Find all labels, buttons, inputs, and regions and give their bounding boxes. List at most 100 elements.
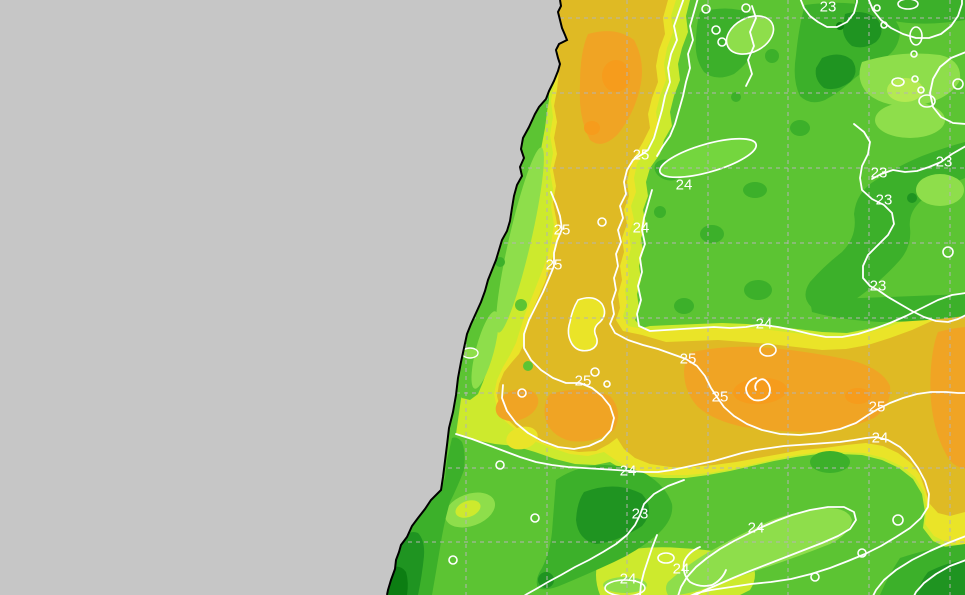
isoline-23 <box>913 559 965 595</box>
contour-circle <box>495 460 505 470</box>
isoline-24 <box>682 546 727 587</box>
region-strip-light <box>496 147 544 333</box>
region-yellow-inlet <box>567 296 606 352</box>
contour-circle <box>530 513 540 523</box>
isoline-24-loop <box>657 552 675 564</box>
contour-circle <box>590 367 600 377</box>
region-light-ne <box>916 174 964 206</box>
region-green-mid-blob <box>743 182 767 198</box>
contour-circle <box>952 78 964 90</box>
contour-label: 23 <box>936 154 953 171</box>
contour-label: 25 <box>546 257 563 274</box>
isoline-24 <box>656 0 699 157</box>
contour-labels: 25 24 24 25 25 25 24 23 24 24 24 24 25 25 25 24 23 23 23 23… <box>546 0 953 588</box>
region-green-mid-blob <box>731 92 741 102</box>
contour-label: 23 <box>871 165 888 182</box>
contour-label: 24 <box>620 463 637 480</box>
isoline-23 <box>799 0 858 28</box>
contour-circle <box>917 86 925 94</box>
contour-circle <box>897 0 919 10</box>
region-orange-core <box>845 388 871 404</box>
contour-label: 23 <box>820 0 837 16</box>
isoline-24 <box>455 433 930 595</box>
isoline-25 <box>609 0 965 436</box>
isoline-23 <box>523 479 685 595</box>
isoline-23 <box>929 51 965 125</box>
region-green-mid-blob <box>790 120 810 136</box>
contour-circle <box>909 26 923 46</box>
contour-circle <box>597 217 607 227</box>
isoline-24-loop <box>604 579 646 595</box>
region-green-mid-blob <box>744 280 772 300</box>
contour-circle <box>911 75 919 83</box>
region-green-mid-blob <box>674 298 694 314</box>
contour-label: 25 <box>575 373 592 390</box>
contour-circle <box>448 555 458 565</box>
contour-label: 25 <box>633 147 650 164</box>
region-strip-light <box>471 311 499 389</box>
region-coastal-green-strip <box>457 92 549 400</box>
contour-label: 23 <box>870 278 887 295</box>
contour-label: 25 <box>554 222 571 239</box>
contour-label: 24 <box>756 316 773 333</box>
region-green-mid-blob <box>765 49 779 63</box>
isoline-24 <box>639 534 658 595</box>
contour-label: 25 <box>712 389 729 406</box>
contour-label: 25 <box>869 399 886 416</box>
region-green-mid-blob <box>810 451 850 473</box>
region-ne-darker <box>815 54 856 90</box>
contour-label: 24 <box>673 561 690 578</box>
contour-circle <box>892 514 904 526</box>
contour-label: 24 <box>676 177 693 194</box>
region-ne-darker <box>842 12 882 48</box>
region-green-spot <box>495 257 505 267</box>
region-orange-central-w <box>495 389 539 421</box>
region-corner-darker <box>916 560 965 595</box>
region-green-mid-blob <box>700 225 724 243</box>
region-orange-core <box>602 60 630 92</box>
contour-circle <box>517 388 527 398</box>
contour-lines <box>455 0 965 595</box>
isoline-squiggle <box>745 377 771 402</box>
region-band-above-orange <box>810 294 965 322</box>
contour-label: 25 <box>680 351 697 368</box>
contour-circle <box>603 380 611 388</box>
region-bright-yellow-spot <box>506 426 538 450</box>
contour-circle <box>759 343 777 357</box>
contour-circle <box>918 94 936 108</box>
region-green-spot <box>523 361 533 371</box>
region-dark-spot <box>907 193 917 203</box>
contour-circle <box>810 572 820 582</box>
region-orange-core <box>584 121 600 135</box>
region-orange-band <box>684 346 891 432</box>
contour-circle <box>873 4 881 12</box>
isoline-23 <box>853 123 965 323</box>
isoline-23 <box>872 535 965 595</box>
region-green-mid-blob <box>654 206 666 218</box>
contour-circle <box>942 246 954 258</box>
contour-circle <box>717 37 727 47</box>
region-green-spot <box>515 299 527 311</box>
contour-label: 24 <box>633 220 650 237</box>
region-dark-spot <box>538 572 554 588</box>
isoline-24 <box>636 189 965 338</box>
isoline-25 <box>501 191 615 450</box>
contour-label: 23 <box>876 192 893 209</box>
isoline-23 <box>745 5 757 87</box>
contour-circle <box>891 77 905 87</box>
contour-label: 24 <box>620 571 637 588</box>
contour-circle <box>741 3 751 13</box>
region-orange-central <box>544 389 619 442</box>
region-light-ne <box>875 102 945 138</box>
contour-label: 24 <box>872 430 889 447</box>
contour-circle <box>880 21 888 29</box>
contour-label: 24 <box>748 520 765 537</box>
coastline <box>386 0 569 595</box>
contour-label: 23 <box>632 506 649 523</box>
contour-circle <box>711 25 721 35</box>
region-yg-inner <box>455 500 481 518</box>
region-pale-ne <box>887 78 923 102</box>
